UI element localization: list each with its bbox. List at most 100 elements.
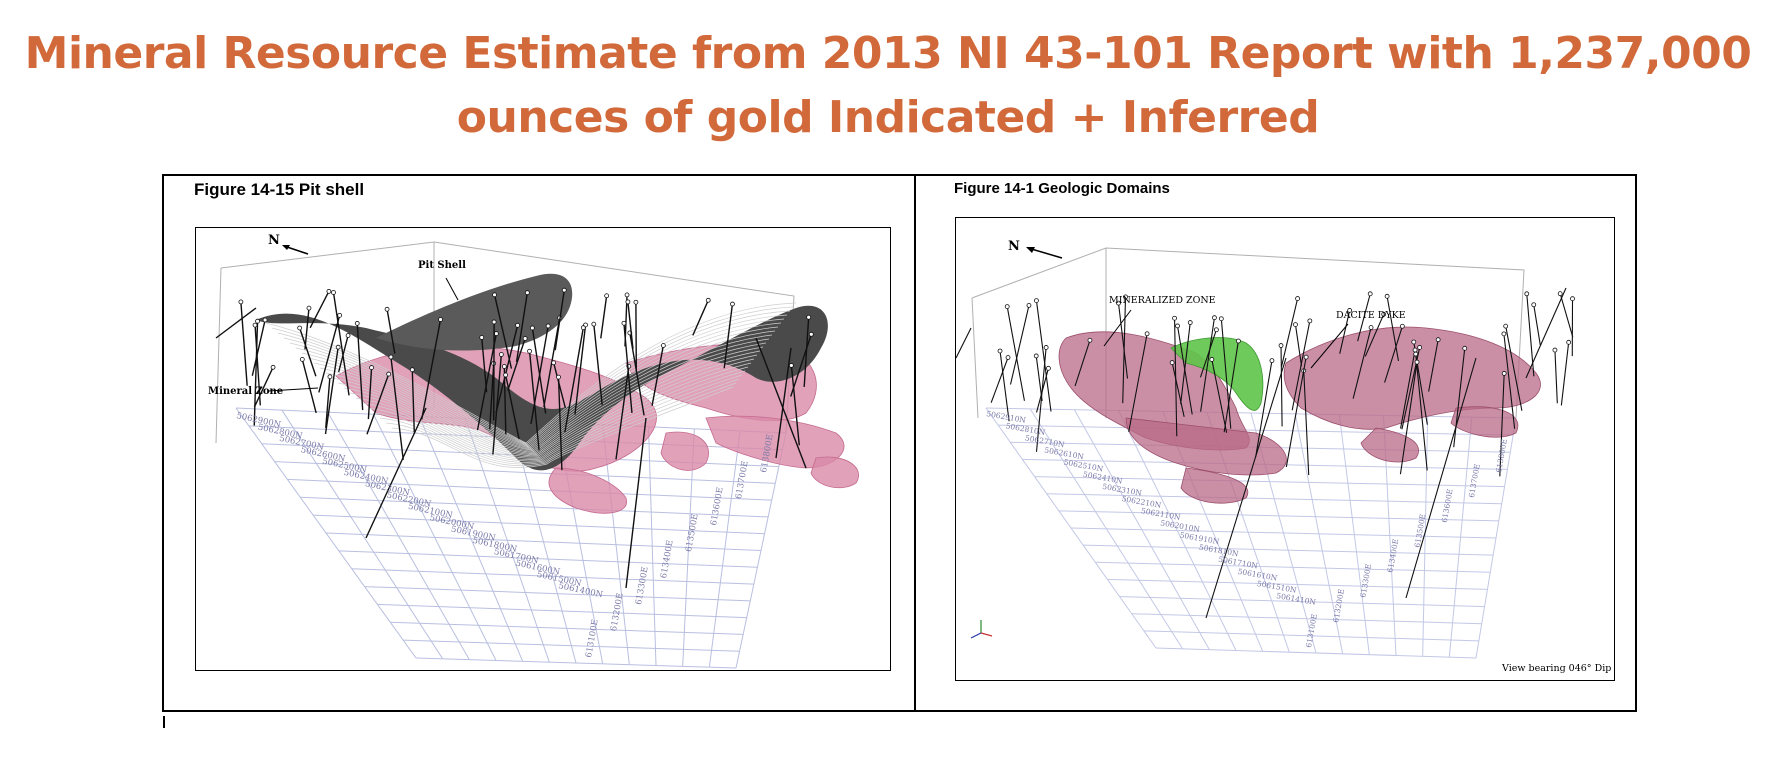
- grid-line: [287, 478, 772, 501]
- drill-hole: [528, 351, 540, 451]
- drill-collar: [529, 325, 535, 331]
- grid-line: [1131, 613, 1482, 625]
- drill-hole: [625, 417, 647, 589]
- mineral-zone-label: Mineral Zone: [208, 386, 283, 397]
- drill-hole: [790, 365, 800, 446]
- drill-collar: [1503, 323, 1509, 329]
- drill-hole: [600, 295, 608, 339]
- slide-title: Mineral Resource Estimate from 2013 NI 4…: [0, 22, 1776, 150]
- drill-collar: [591, 321, 597, 327]
- left-north-arrow: N: [268, 233, 309, 255]
- drill-collar: [997, 348, 1003, 354]
- drill-hole: [325, 376, 331, 429]
- drill-collar: [551, 360, 557, 366]
- drill-hole: [318, 315, 341, 393]
- drill-hole: [1255, 360, 1273, 457]
- drill-hole: [692, 300, 709, 336]
- grid-line: [1083, 544, 1494, 556]
- drill-hole: [1533, 304, 1541, 346]
- drill-collar: [299, 356, 305, 362]
- grid-line: [300, 496, 769, 518]
- drill-collar: [1367, 291, 1373, 297]
- shell-striation: [313, 334, 773, 452]
- drill-hole: [215, 307, 257, 339]
- axis-tick-label: 613400E: [659, 539, 676, 579]
- drill-collar: [1295, 296, 1300, 301]
- page-edge-mark: [163, 716, 165, 728]
- mineralized-zone-label: MINERALIZED ZONE: [1109, 295, 1216, 306]
- geologic-domains-3d-view: N MINERALIZED ZONE DACITE DYKE 5062910N5…: [956, 239, 1614, 674]
- drill-collar: [327, 374, 333, 380]
- drill-collar: [1413, 351, 1419, 357]
- drill-collar: [409, 367, 415, 373]
- drill-hole: [332, 292, 350, 396]
- drill-collar: [1384, 293, 1390, 299]
- drill-hole: [481, 337, 488, 393]
- drill-collar: [1399, 323, 1405, 329]
- drill-collar: [501, 364, 507, 369]
- axis-triad-icon: [970, 620, 993, 639]
- shell-striation: [349, 358, 755, 458]
- drill-hole: [615, 366, 630, 460]
- shell-striation: [361, 366, 749, 460]
- drill-hole: [253, 321, 259, 426]
- drill-hole: [476, 333, 498, 431]
- drill-collar: [1212, 315, 1217, 321]
- right-drill-holes: [956, 287, 1575, 619]
- shell-striation: [355, 362, 752, 459]
- drill-hole: [1205, 357, 1287, 619]
- drill-collar: [806, 314, 812, 320]
- drill-collar: [491, 319, 497, 325]
- grid-line: [1107, 578, 1488, 590]
- grid-line: [274, 461, 776, 484]
- pit-shell-3d-view: N Pit Shell Mineral Zone 5062900N5062800…: [208, 233, 859, 669]
- shell-striation: [343, 354, 758, 457]
- drill-collar: [345, 333, 351, 338]
- shell-striation: [391, 386, 734, 468]
- drill-collar: [624, 292, 630, 298]
- drill-collar: [1411, 339, 1417, 345]
- drill-hole: [990, 357, 1009, 403]
- drill-hole: [251, 319, 266, 376]
- drill-collar: [808, 331, 814, 337]
- shell-striation: [307, 330, 776, 451]
- drill-hole: [1171, 362, 1185, 417]
- grid-line: [364, 586, 751, 602]
- axis-tick-label: 613400E: [1386, 538, 1401, 573]
- drill-collar: [1235, 338, 1241, 344]
- shell-striation: [295, 322, 782, 449]
- drill-collar: [335, 344, 341, 350]
- drill-hole: [309, 291, 330, 329]
- drill-hole: [386, 309, 396, 354]
- drill-hole: [1357, 293, 1371, 342]
- drill-hole: [1200, 317, 1215, 412]
- drill-collar: [438, 317, 443, 322]
- drill-hole: [623, 323, 633, 414]
- drill-collar: [1213, 327, 1219, 333]
- left-figure-caption: Figure 14-15 Pit shell: [194, 180, 365, 199]
- drill-hole: [1405, 357, 1477, 599]
- drill-collar: [1004, 304, 1010, 309]
- grid-line: [1034, 476, 1505, 488]
- drill-collar: [503, 372, 509, 378]
- drill-collar: [388, 354, 394, 360]
- drill-hole: [495, 325, 519, 414]
- drill-collar: [369, 365, 374, 370]
- right-mineralized-zone-shapes: [1058, 326, 1541, 504]
- drill-hole: [304, 308, 310, 350]
- slide-title-line-1: Mineral Resource Estimate from 2013 NI 4…: [24, 28, 1752, 79]
- drill-hole: [365, 407, 427, 539]
- drill-collar: [561, 287, 567, 293]
- drill-collar: [1412, 347, 1418, 353]
- drill-collar: [255, 318, 260, 324]
- drill-hole: [1499, 373, 1505, 477]
- shell-striation: [331, 346, 764, 455]
- drill-collar: [252, 322, 258, 328]
- drill-collar: [1557, 291, 1563, 297]
- drill-hole: [1199, 329, 1217, 378]
- axis-tick-label: 5061410N: [1276, 591, 1317, 607]
- drill-hole: [1009, 305, 1030, 385]
- grid-line: [390, 621, 744, 635]
- drill-collar: [730, 301, 735, 307]
- drill-collar: [556, 374, 561, 380]
